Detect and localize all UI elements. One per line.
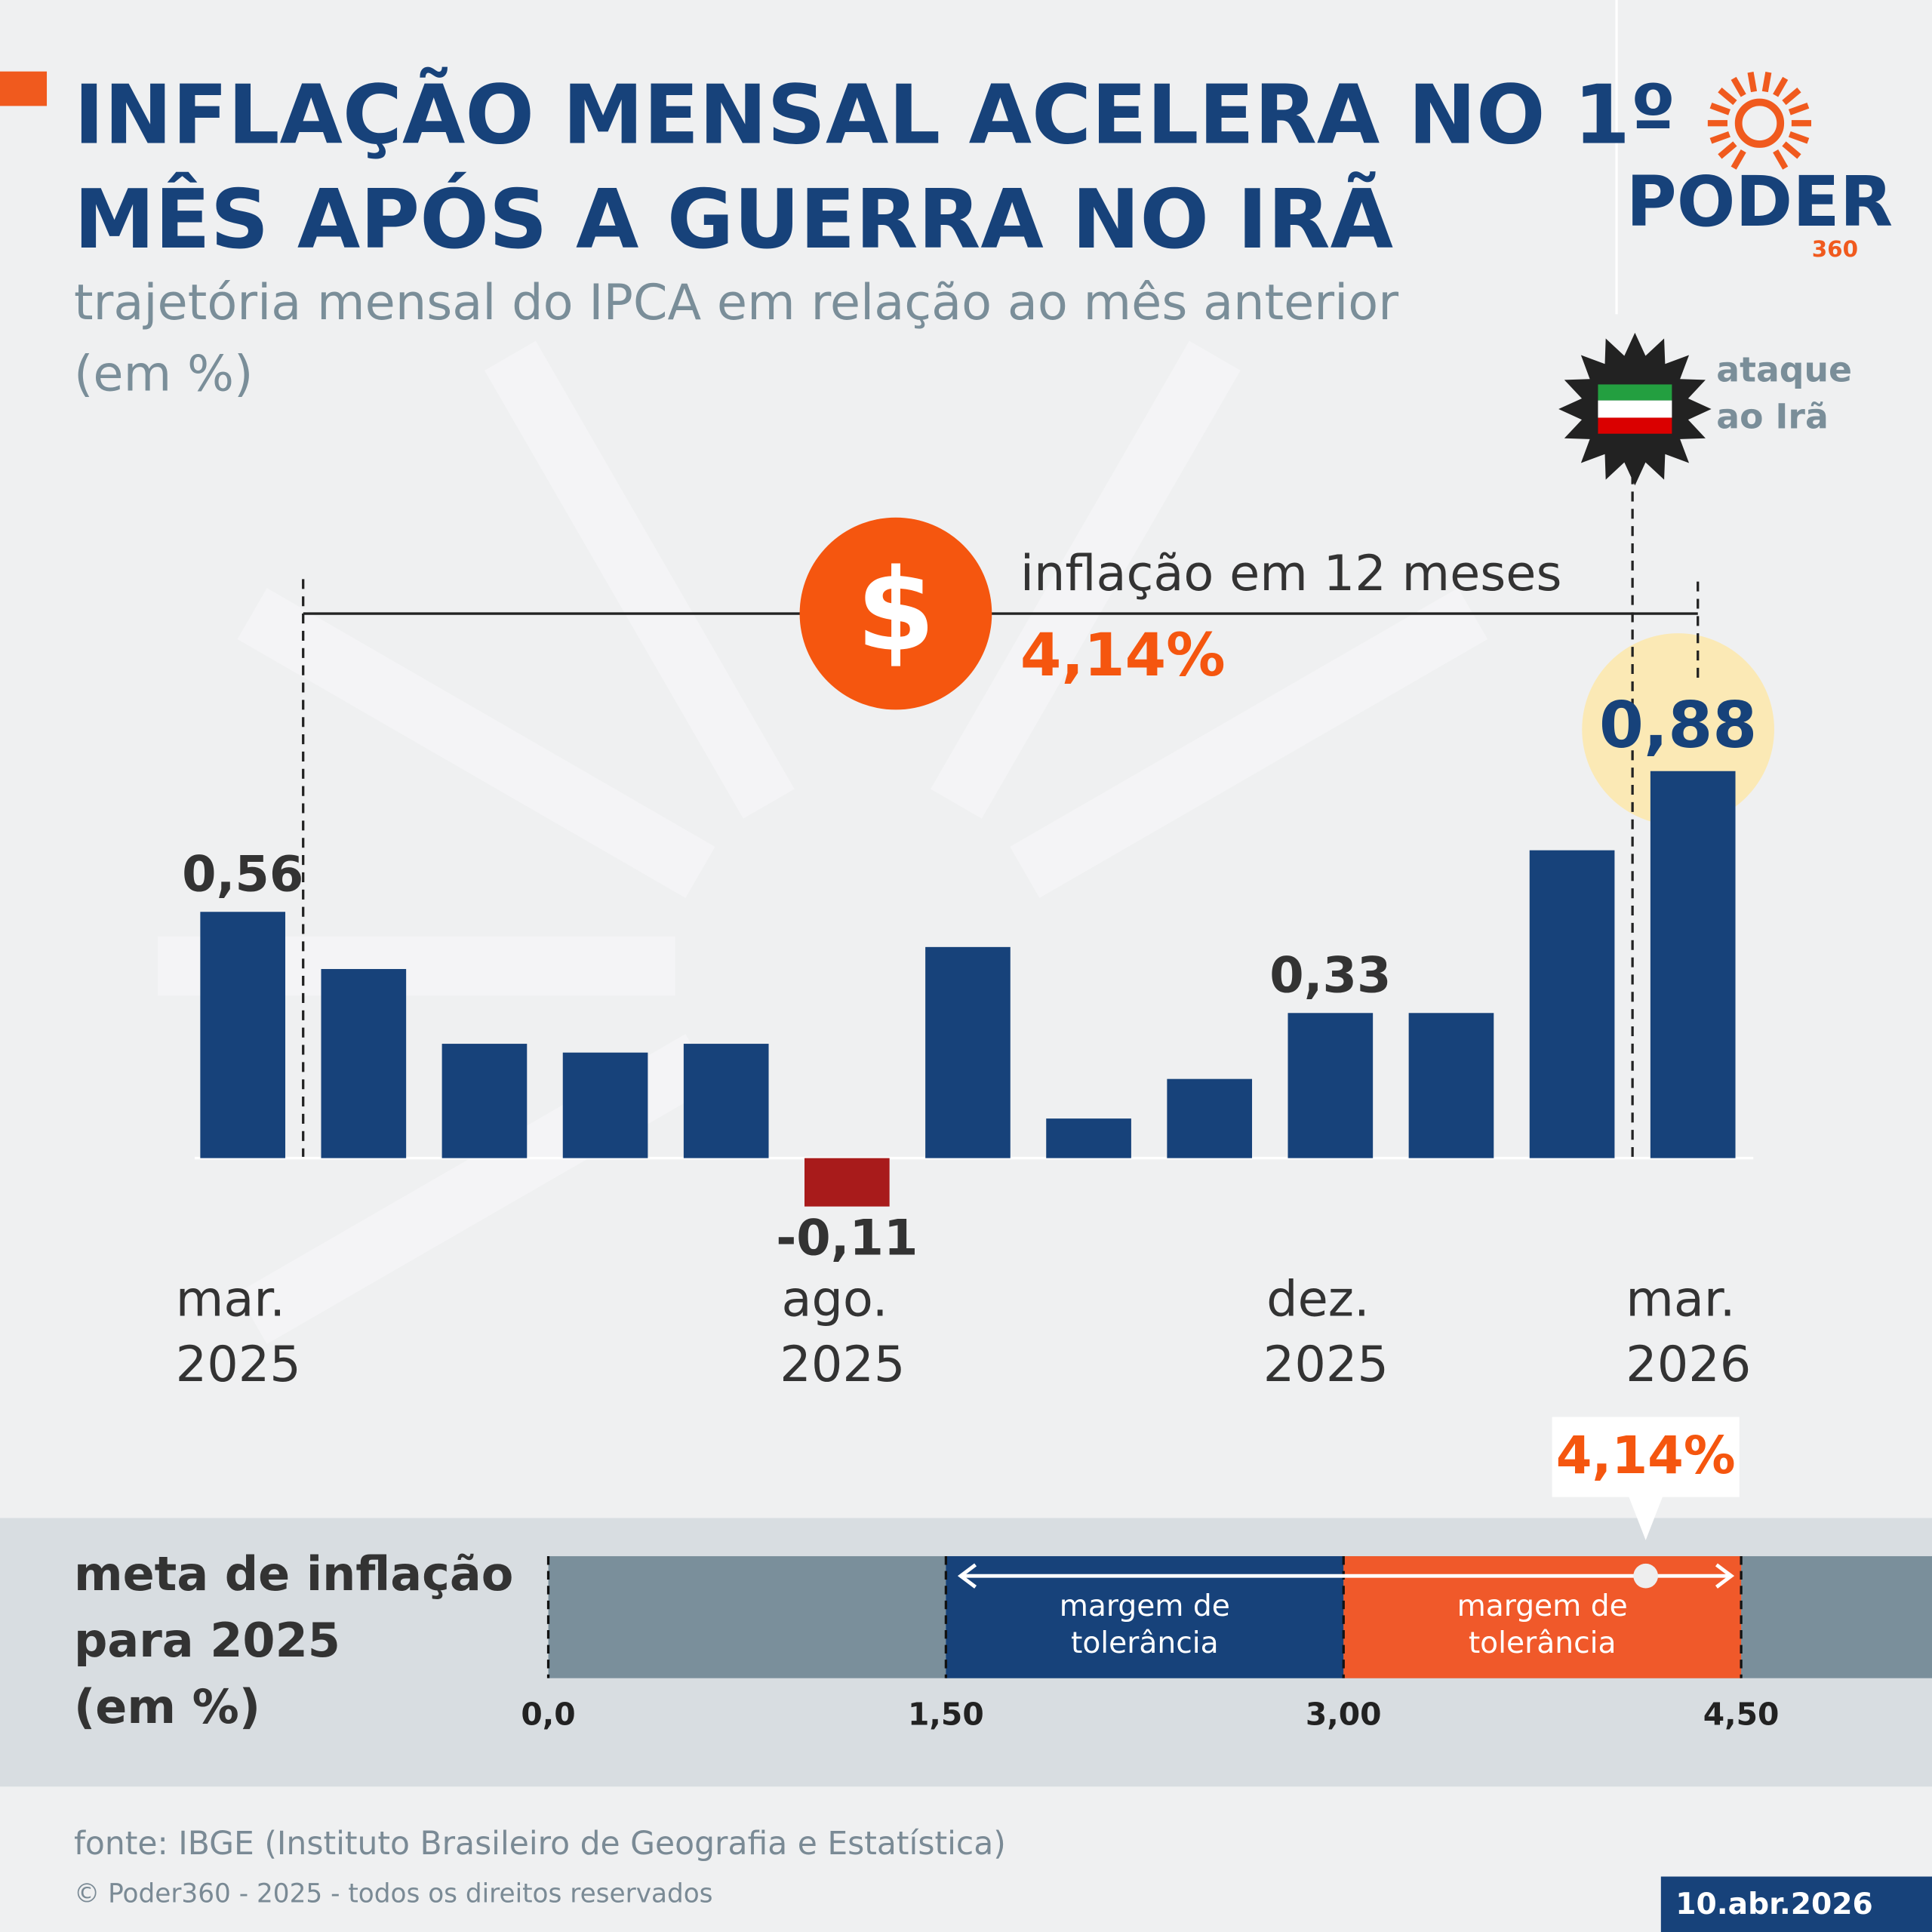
flag-green [1598,384,1672,401]
logo-ray [1709,102,1730,115]
logo-ray [1718,88,1737,106]
gauge-title: (em %) [74,1679,260,1734]
gauge-title: meta de inflação [74,1546,513,1601]
chart-title: INFLAÇÃO MENSAL ACELERA NO 1º [74,67,1676,162]
x-tick-label: mar. 2025 [160,1271,301,1394]
value-label: 0,33 [1269,947,1391,1004]
source: fonte: IBGE (Instituto Brasileiro de Geo… [74,1826,1006,1863]
event-label: ao Irã [1716,397,1829,437]
date-box [1660,1876,1932,1932]
logo-ray [1730,149,1746,170]
bar [804,1158,890,1207]
marker-pointer [1628,1496,1663,1540]
logo-ray [1709,131,1730,144]
logo-ray [1782,141,1801,159]
logo: PODER 360 [1626,72,1893,262]
logo-ray [1761,72,1772,93]
event-label: ataque [1716,350,1852,390]
bar [562,1052,648,1158]
chart-subtitle: trajetória mensal do IPCA em relação ao … [74,274,1398,331]
flag-red [1598,417,1672,434]
annotation-text: inflação em 12 meses [1020,545,1562,602]
logo-ray [1718,141,1737,159]
bar [1529,850,1615,1158]
band-label: margem de [1457,1589,1628,1623]
arrow-head [957,1563,1735,1589]
marker-box [1552,1417,1740,1497]
logo-suffix: 360 [1812,236,1858,262]
marker [1633,1563,1658,1589]
sunburst [157,340,1488,1344]
copyright: © Poder360 - 2025 - todos os direitos re… [74,1879,713,1909]
bar [321,968,407,1158]
bar [925,946,1011,1158]
logo-ray [1773,76,1789,97]
dollar-icon [799,517,992,710]
annotation-value: 4,14% [1020,621,1226,690]
bar [1046,1118,1131,1158]
dollar-sign: $ [857,546,936,677]
x-tick-label: dez. 2025 [1247,1271,1389,1394]
gauge-title: para 2025 [74,1613,340,1668]
chart-title: MÊS APÓS A GUERRA NO IRÃ [74,172,1393,267]
value-label: 0,88 [1599,688,1757,763]
logo-ray [1788,102,1810,115]
x-tick-label: 1,50 [908,1696,984,1732]
bar [1287,1013,1374,1158]
value-label: 0,56 [182,846,303,903]
bar [1408,1013,1494,1158]
x-tick-label: 0,0 [521,1696,575,1732]
x-tick-label: 3,00 [1306,1696,1382,1732]
logo-ray [1773,149,1789,170]
bar [683,1044,769,1158]
band-label: tolerância [1071,1626,1219,1660]
flag-white [1598,400,1672,418]
value-label: -0,11 [776,1209,918,1266]
bar [200,912,286,1158]
band-label: margem de [1060,1589,1230,1623]
chart-subtitle: (em %) [74,346,254,403]
bar [1167,1078,1253,1158]
logo-name: PODER [1626,162,1893,242]
bar [1650,771,1736,1158]
band-label: tolerância [1469,1626,1617,1660]
logo-ray [1747,72,1758,93]
logo-ray [1782,88,1801,106]
x-tick-label: mar. 2026 [1610,1271,1751,1394]
marker-label: 4,14% [1556,1426,1736,1486]
accent [0,71,48,106]
x-tick-label: 4,50 [1703,1696,1780,1732]
logo-ray [1788,131,1810,144]
date: 10.abr.2026 [1675,1887,1873,1921]
logo-ray [1730,76,1746,97]
x-tick-label: ago. 2025 [764,1271,906,1394]
bar [441,1044,528,1158]
